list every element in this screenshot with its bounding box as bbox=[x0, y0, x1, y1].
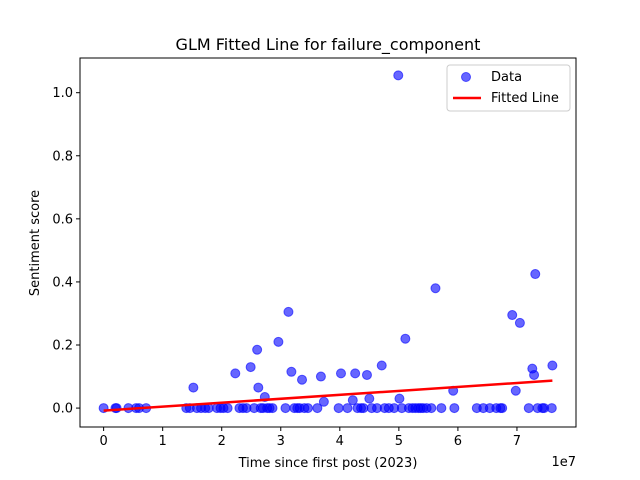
data-point bbox=[436, 403, 447, 414]
data-point bbox=[333, 403, 344, 414]
y-tick-label: 0.0 bbox=[52, 402, 73, 417]
data-point bbox=[302, 403, 313, 414]
data-point bbox=[510, 385, 521, 396]
data-point bbox=[222, 403, 233, 414]
data-point bbox=[497, 403, 508, 414]
x-axis: 0 1 2 3 4 5 6 7 bbox=[99, 427, 521, 449]
x-tick-label: 4 bbox=[336, 434, 344, 449]
y-tick-label: 0.6 bbox=[52, 212, 73, 227]
data-point bbox=[245, 362, 256, 373]
data-point bbox=[252, 344, 263, 355]
data-point bbox=[361, 369, 372, 380]
data-point bbox=[507, 310, 518, 321]
y-tick-label: 1.0 bbox=[52, 86, 73, 101]
data-point bbox=[350, 368, 361, 379]
fitted-line bbox=[103, 379, 553, 412]
legend-line-label: Fitted Line bbox=[491, 91, 559, 106]
data-point bbox=[273, 336, 284, 347]
data-point bbox=[286, 366, 297, 377]
data-point bbox=[376, 360, 387, 371]
plot-frame bbox=[79, 57, 577, 428]
data-point bbox=[530, 269, 541, 280]
data-point bbox=[514, 317, 525, 328]
data-point bbox=[253, 382, 264, 393]
data-point bbox=[280, 403, 291, 414]
data-point bbox=[342, 403, 353, 414]
data-point bbox=[523, 403, 534, 414]
chart-title: GLM Fitted Line for failure_component bbox=[176, 35, 481, 55]
data-point bbox=[312, 403, 323, 414]
legend-box bbox=[446, 64, 571, 112]
data-point bbox=[394, 393, 405, 404]
data-point bbox=[364, 393, 375, 404]
plot-area bbox=[79, 57, 577, 428]
x-tick-label: 1 bbox=[159, 434, 167, 449]
y-tick-label: 0.4 bbox=[52, 275, 73, 290]
data-point bbox=[426, 403, 437, 414]
x-offset-label: 1e7 bbox=[551, 455, 576, 470]
legend-data-label: Data bbox=[491, 70, 522, 85]
x-tick-label: 7 bbox=[513, 434, 521, 449]
legend: Data Fitted Line bbox=[446, 64, 571, 112]
data-point bbox=[529, 369, 540, 380]
data-point bbox=[318, 396, 329, 407]
data-point bbox=[283, 306, 294, 317]
data-point bbox=[546, 403, 557, 414]
data-point bbox=[335, 368, 346, 379]
data-point bbox=[449, 403, 460, 414]
data-point bbox=[297, 374, 308, 385]
y-tick-label: 0.2 bbox=[52, 339, 73, 354]
x-tick-label: 6 bbox=[454, 434, 462, 449]
x-tick-label: 0 bbox=[99, 434, 107, 449]
x-axis-label: Time since first post (2023) bbox=[238, 456, 418, 471]
data-point bbox=[393, 70, 404, 81]
data-point bbox=[267, 403, 278, 414]
data-point bbox=[111, 403, 122, 414]
data-point bbox=[358, 403, 369, 414]
data-point bbox=[188, 382, 199, 393]
x-tick-label: 5 bbox=[395, 434, 403, 449]
legend-data-marker bbox=[461, 72, 471, 82]
x-tick-label: 2 bbox=[218, 434, 226, 449]
data-point bbox=[230, 368, 241, 379]
y-axis: 0.0 0.2 0.4 0.6 0.8 1.0 bbox=[52, 86, 80, 417]
y-tick-label: 0.8 bbox=[52, 149, 73, 164]
data-point bbox=[347, 395, 358, 406]
x-tick-label: 3 bbox=[277, 434, 285, 449]
data-point bbox=[400, 333, 411, 344]
data-point bbox=[315, 371, 326, 382]
data-point bbox=[547, 360, 558, 371]
data-point bbox=[430, 283, 441, 294]
y-axis-label: Sentiment score bbox=[28, 190, 43, 296]
